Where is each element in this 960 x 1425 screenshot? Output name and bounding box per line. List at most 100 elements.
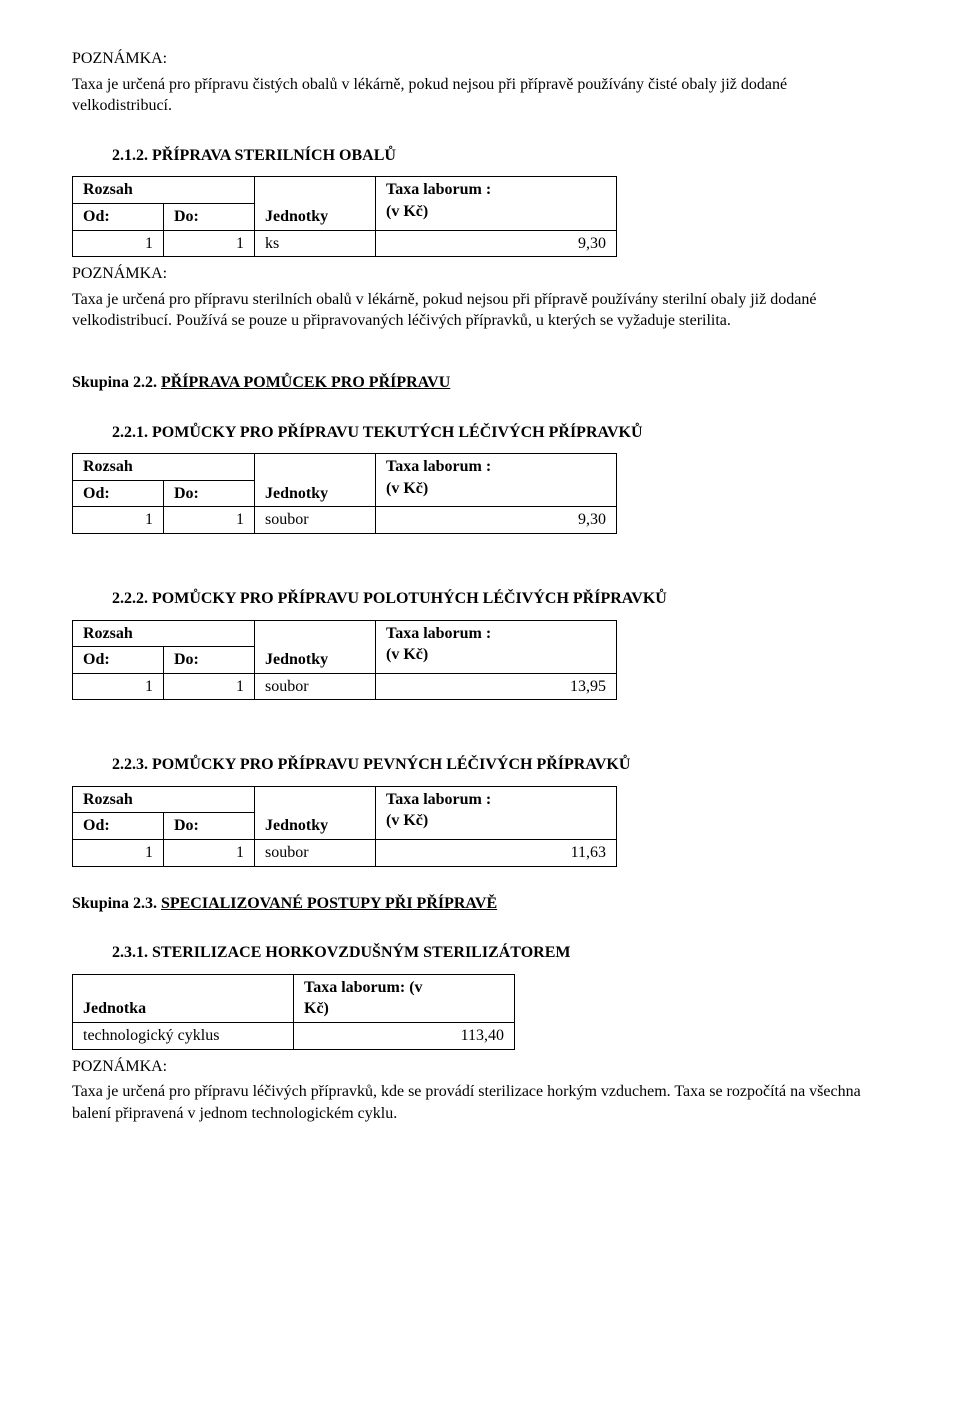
heading-222-title: POMŮCKY PRO PŘÍPRAVU POLOTUHÝCH LÉČIVÝCH…	[152, 590, 667, 607]
col-do-label: Do:	[174, 817, 199, 834]
col-do-label: Do:	[174, 208, 199, 225]
col-jednotky-label: Jednotky	[265, 485, 328, 502]
table-header-row: Rozsah Jednotky Taxa laborum : (v Kč)	[73, 454, 617, 481]
col-taxa: Taxa laborum: (v Kč)	[294, 974, 515, 1022]
cell-taxa: 13,95	[376, 673, 617, 700]
heading-222: 2.2.2. POMŮCKY PRO PŘÍPRAVU POLOTUHÝCH L…	[112, 588, 888, 610]
table-223: Rozsah Jednotky Taxa laborum : (v Kč) Od…	[72, 786, 617, 867]
group-22-title: PŘÍPRAVA POMŮCEK PRO PŘÍPRAVU	[161, 374, 450, 391]
col-jednotka: Jednotka	[73, 974, 294, 1022]
col-taxa: Taxa laborum : (v Kč)	[376, 620, 617, 673]
table-212: Rozsah Jednotky Taxa laborum : (v Kč) Od…	[72, 176, 617, 257]
col-od-label: Od:	[83, 817, 110, 834]
col-taxa-l1: Taxa laborum: (v	[304, 977, 504, 999]
cell-jednotky: soubor	[255, 673, 376, 700]
table-header-row: Rozsah Jednotky Taxa laborum : (v Kč)	[73, 177, 617, 204]
col-do: Do:	[164, 647, 255, 674]
col-rozsah: Rozsah	[73, 620, 255, 647]
group-23-prefix: Skupina 2.3.	[72, 895, 157, 912]
col-jednotky-label: Jednotky	[265, 208, 328, 225]
heading-221-title: POMŮCKY PRO PŘÍPRAVU TEKUTÝCH LÉČIVÝCH P…	[152, 424, 643, 441]
col-rozsah: Rozsah	[73, 786, 255, 813]
col-jednotka-label: Jednotka	[83, 1000, 146, 1017]
col-taxa-l1: Taxa laborum :	[386, 456, 606, 478]
table-221: Rozsah Jednotky Taxa laborum : (v Kč) Od…	[72, 453, 617, 534]
heading-222-num: 2.2.2.	[112, 590, 148, 607]
col-od: Od:	[73, 813, 164, 840]
col-od: Od:	[73, 203, 164, 230]
heading-223-title: POMŮCKY PRO PŘÍPRAVU PEVNÝCH LÉČIVÝCH PŘ…	[152, 756, 630, 773]
note-block-212: POZNÁMKA: Taxa je určená pro přípravu st…	[72, 263, 888, 332]
col-jednotky-label: Jednotky	[265, 651, 328, 668]
table-222: Rozsah Jednotky Taxa laborum : (v Kč) Od…	[72, 620, 617, 701]
col-taxa-l2: (v Kč)	[386, 644, 606, 666]
col-taxa-l1: Taxa laborum :	[386, 179, 606, 201]
heading-221-num: 2.2.1.	[112, 424, 148, 441]
group-23-title: SPECIALIZOVANÉ POSTUPY PŘI PŘÍPRAVĚ	[161, 895, 497, 912]
table-header-row: Rozsah Jednotky Taxa laborum : (v Kč)	[73, 786, 617, 813]
col-taxa: Taxa laborum : (v Kč)	[376, 177, 617, 230]
cell-taxa: 9,30	[376, 507, 617, 534]
col-taxa: Taxa laborum : (v Kč)	[376, 454, 617, 507]
note-text: Taxa je určená pro přípravu čistých obal…	[72, 74, 888, 117]
col-taxa-l2: Kč)	[304, 998, 504, 1020]
cell-jednotky: soubor	[255, 507, 376, 534]
heading-212: 2.1.2. PŘÍPRAVA STERILNÍCH OBALŮ	[112, 145, 888, 167]
col-od-label: Od:	[83, 485, 110, 502]
cell-od: 1	[73, 230, 164, 257]
col-rozsah-label: Rozsah	[83, 181, 133, 198]
cell-taxa: 113,40	[294, 1023, 515, 1050]
note-label: POZNÁMKA:	[72, 263, 888, 285]
cell-do: 1	[164, 673, 255, 700]
cell-do: 1	[164, 507, 255, 534]
col-rozsah: Rozsah	[73, 454, 255, 481]
col-jednotky: Jednotky	[255, 620, 376, 673]
col-do-label: Do:	[174, 651, 199, 668]
note-block-231: POZNÁMKA: Taxa je určená pro přípravu lé…	[72, 1056, 888, 1125]
cell-jednotka: technologický cyklus	[73, 1023, 294, 1050]
col-taxa-l2: (v Kč)	[386, 478, 606, 500]
col-od-label: Od:	[83, 208, 110, 225]
heading-212-title: PŘÍPRAVA STERILNÍCH OBALŮ	[152, 147, 396, 164]
table-row: 1 1 soubor 13,95	[73, 673, 617, 700]
col-taxa: Taxa laborum : (v Kč)	[376, 786, 617, 839]
heading-group-23: Skupina 2.3. SPECIALIZOVANÉ POSTUPY PŘI …	[72, 893, 888, 915]
table-231: Jednotka Taxa laborum: (v Kč) technologi…	[72, 974, 515, 1050]
col-jednotky: Jednotky	[255, 786, 376, 839]
col-od-label: Od:	[83, 651, 110, 668]
table-row: 1 1 soubor 9,30	[73, 507, 617, 534]
cell-jednotky: soubor	[255, 840, 376, 867]
col-taxa-l2: (v Kč)	[386, 201, 606, 223]
note-text: Taxa je určená pro přípravu léčivých pří…	[72, 1081, 888, 1124]
col-jednotky: Jednotky	[255, 177, 376, 230]
col-jednotky: Jednotky	[255, 454, 376, 507]
cell-od: 1	[73, 673, 164, 700]
note-text: Taxa je určená pro přípravu sterilních o…	[72, 289, 888, 332]
heading-212-num: 2.1.2.	[112, 147, 148, 164]
cell-od: 1	[73, 507, 164, 534]
group-22-prefix: Skupina 2.2.	[72, 374, 157, 391]
table-header-row: Jednotka Taxa laborum: (v Kč)	[73, 974, 515, 1022]
note-label: POZNÁMKA:	[72, 48, 888, 70]
col-taxa-l2: (v Kč)	[386, 810, 606, 832]
col-do: Do:	[164, 813, 255, 840]
col-rozsah-label: Rozsah	[83, 625, 133, 642]
heading-231-title: STERILIZACE HORKOVZDUŠNÝM STERILIZÁTOREM	[152, 944, 570, 961]
table-row: 1 1 soubor 11,63	[73, 840, 617, 867]
col-do-label: Do:	[174, 485, 199, 502]
heading-221: 2.2.1. POMŮCKY PRO PŘÍPRAVU TEKUTÝCH LÉČ…	[112, 422, 888, 444]
cell-jednotky: ks	[255, 230, 376, 257]
heading-group-22: Skupina 2.2. PŘÍPRAVA POMŮCEK PRO PŘÍPRA…	[72, 372, 888, 394]
col-rozsah: Rozsah	[73, 177, 255, 204]
col-jednotky-label: Jednotky	[265, 817, 328, 834]
cell-od: 1	[73, 840, 164, 867]
note-label: POZNÁMKA:	[72, 1056, 888, 1078]
col-rozsah-label: Rozsah	[83, 458, 133, 475]
cell-do: 1	[164, 840, 255, 867]
col-do: Do:	[164, 480, 255, 507]
col-od: Od:	[73, 480, 164, 507]
col-taxa-l1: Taxa laborum :	[386, 789, 606, 811]
note-block-top: POZNÁMKA: Taxa je určená pro přípravu či…	[72, 48, 888, 117]
col-do: Do:	[164, 203, 255, 230]
col-taxa-l1: Taxa laborum :	[386, 623, 606, 645]
